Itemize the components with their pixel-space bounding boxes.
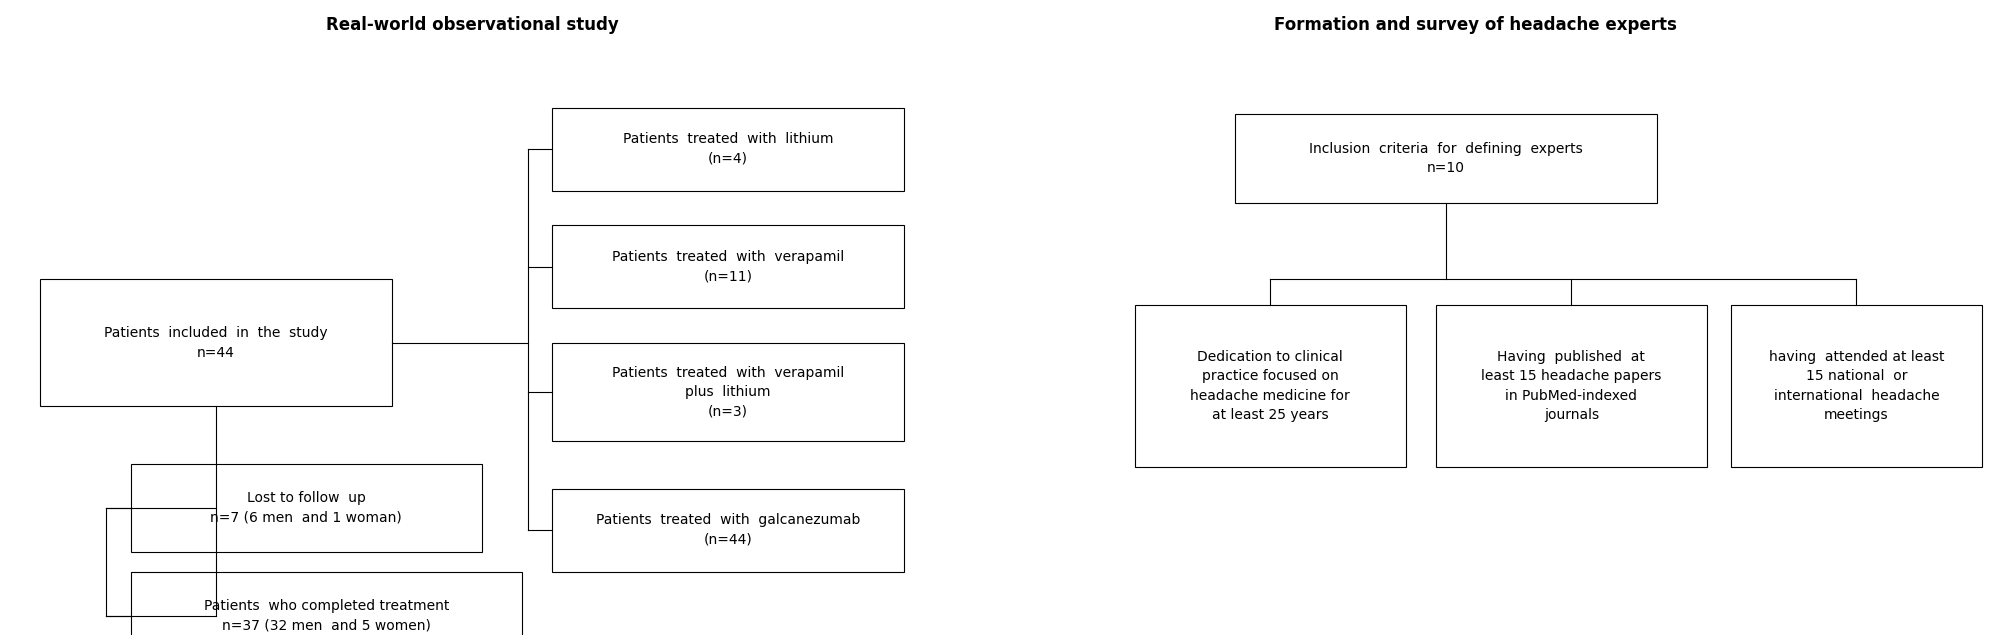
Text: Patients  treated  with  verapamil
(n=11): Patients treated with verapamil (n=11) <box>612 250 843 283</box>
FancyBboxPatch shape <box>552 489 903 572</box>
Text: Patients  included  in  the  study
n=44: Patients included in the study n=44 <box>104 326 327 359</box>
FancyBboxPatch shape <box>552 343 903 441</box>
FancyBboxPatch shape <box>1134 305 1405 467</box>
FancyBboxPatch shape <box>552 225 903 308</box>
FancyBboxPatch shape <box>1435 305 1706 467</box>
Text: Patients  treated  with  lithium
(n=4): Patients treated with lithium (n=4) <box>622 133 833 166</box>
FancyBboxPatch shape <box>552 108 903 190</box>
FancyBboxPatch shape <box>130 464 482 552</box>
FancyBboxPatch shape <box>40 279 391 406</box>
Text: Patients  treated  with  verapamil
plus  lithium
(n=3): Patients treated with verapamil plus lit… <box>612 366 843 418</box>
FancyBboxPatch shape <box>1234 114 1656 203</box>
Text: Real-world observational study: Real-world observational study <box>325 16 618 34</box>
Text: Patients  who completed treatment
n=37 (32 men  and 5 women): Patients who completed treatment n=37 (3… <box>203 599 450 632</box>
FancyBboxPatch shape <box>1730 305 1981 467</box>
Text: having  attended at least
15 national  or
international  headache
meetings: having attended at least 15 national or … <box>1768 349 1943 422</box>
Text: Having  published  at
least 15 headache papers
in PubMed-indexed
journals: Having published at least 15 headache pa… <box>1481 349 1660 422</box>
Text: Formation and survey of headache experts: Formation and survey of headache experts <box>1274 16 1676 34</box>
Text: Lost to follow  up
n=7 (6 men  and 1 woman): Lost to follow up n=7 (6 men and 1 woman… <box>211 491 401 525</box>
Text: Inclusion  criteria  for  defining  experts
n=10: Inclusion criteria for defining experts … <box>1309 142 1582 175</box>
Text: Dedication to clinical
practice focused on
headache medicine for
at least 25 yea: Dedication to clinical practice focused … <box>1190 349 1349 422</box>
Text: Patients  treated  with  galcanezumab
(n=44): Patients treated with galcanezumab (n=44… <box>596 514 859 547</box>
FancyBboxPatch shape <box>130 572 522 635</box>
